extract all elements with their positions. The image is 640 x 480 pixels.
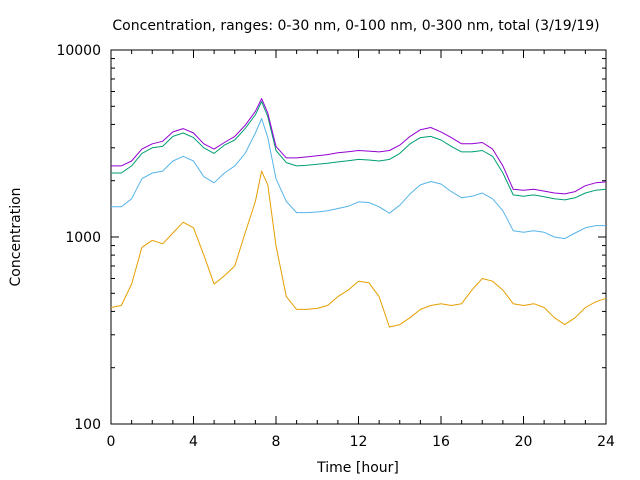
x-tick-label: 8 bbox=[272, 434, 281, 450]
tick-layer: 0 4 8 12 16 20 24 100 1000 10000 bbox=[56, 43, 615, 450]
x-tick-label: 20 bbox=[515, 434, 533, 450]
x-tick-label: 0 bbox=[107, 434, 116, 450]
x-tick-label: 16 bbox=[432, 434, 450, 450]
y-axis-label: Concentration bbox=[8, 187, 24, 286]
series-line-2 bbox=[111, 118, 606, 240]
chart-title: Concentration, ranges: 0-30 nm, 0-100 nm… bbox=[112, 18, 599, 34]
x-tick-label: 12 bbox=[350, 434, 368, 450]
series-line-1 bbox=[110, 170, 607, 328]
series-line-4 bbox=[111, 98, 607, 195]
y-tick-label: 100 bbox=[74, 417, 101, 433]
series-line-3 bbox=[111, 101, 607, 201]
y-tick-label: 10000 bbox=[56, 43, 101, 59]
x-tick-label: 4 bbox=[189, 434, 198, 450]
series-layer bbox=[110, 98, 607, 328]
plot-frame bbox=[110, 49, 607, 425]
x-tick-label: 24 bbox=[597, 434, 615, 450]
y-tick-label: 1000 bbox=[65, 230, 101, 246]
x-axis-label: Time [hour] bbox=[316, 460, 399, 476]
